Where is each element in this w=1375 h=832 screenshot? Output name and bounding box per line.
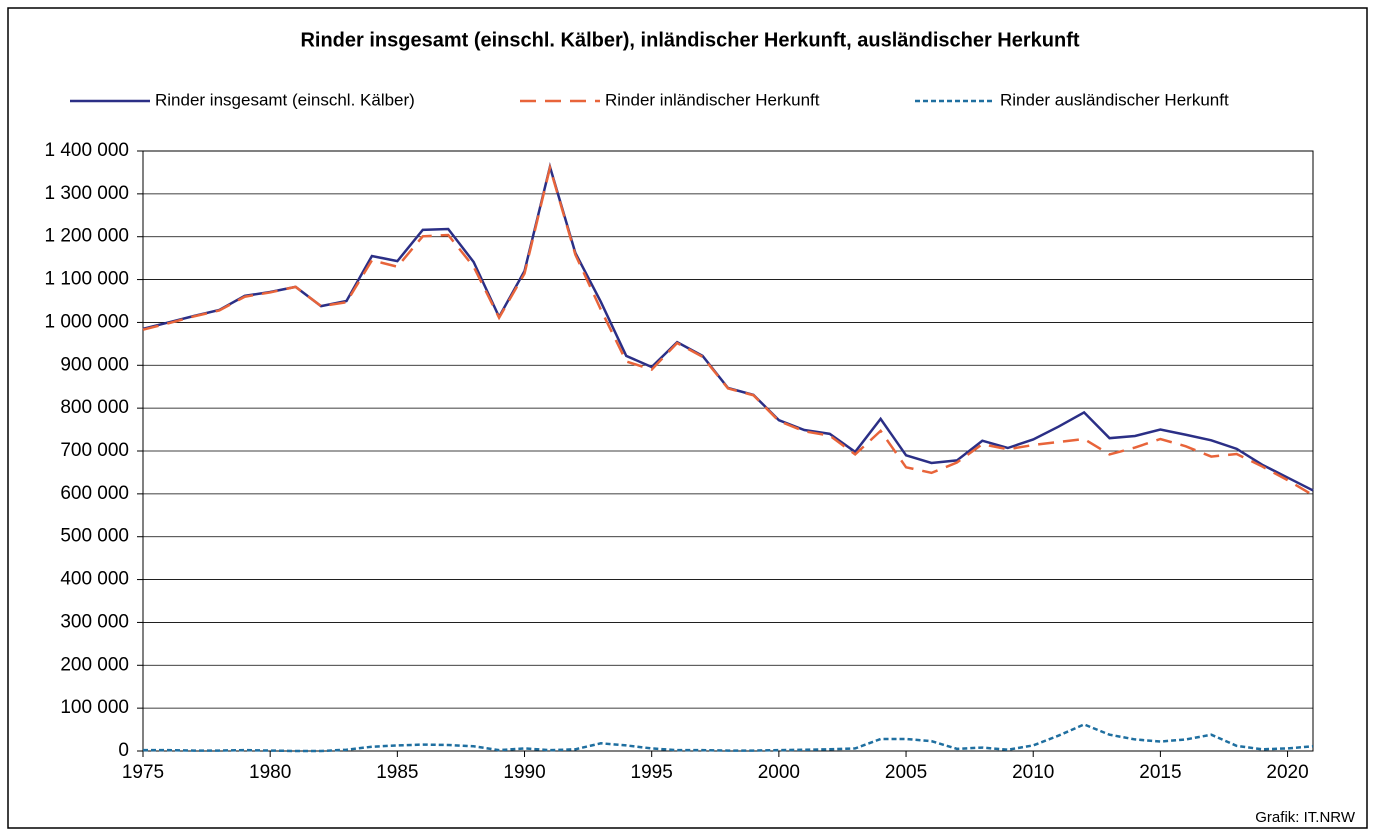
y-tick-label: 1 400 000 xyxy=(44,140,129,161)
x-tick-label: 2020 xyxy=(1266,762,1308,783)
x-tick-label: 1995 xyxy=(631,762,673,783)
series-line xyxy=(142,162,1314,497)
x-tick-label: 2015 xyxy=(1139,762,1181,783)
y-tick-label: 500 000 xyxy=(60,526,129,547)
source: Grafik: IT.NRW xyxy=(1255,809,1356,826)
x-tick-label: 2010 xyxy=(1012,762,1054,783)
x-tick-label: 1985 xyxy=(376,762,418,783)
legend-label: Rinder inländischer Herkunft xyxy=(605,90,820,109)
x-tick-label: 1975 xyxy=(122,762,164,783)
x-tick-label: 2005 xyxy=(885,762,927,783)
x-tick-label: 1990 xyxy=(503,762,545,783)
legend-label: Rinder ausländischer Herkunft xyxy=(1000,90,1229,109)
y-tick-label: 200 000 xyxy=(60,654,129,675)
y-tick-label: 900 000 xyxy=(60,354,129,375)
y-tick-label: 100 000 xyxy=(60,697,129,718)
y-tick-label: 1 100 000 xyxy=(44,269,129,290)
y-tick-label: 1 300 000 xyxy=(44,183,129,204)
chart-title: Rinder insgesamt (einschl. Kälber), inlä… xyxy=(300,29,1079,51)
legend-label: Rinder insgesamt (einschl. Kälber) xyxy=(155,90,415,109)
x-tick-label: 1980 xyxy=(249,762,291,783)
y-tick-label: 1 200 000 xyxy=(44,226,129,247)
y-tick-label: 800 000 xyxy=(60,397,129,418)
series-line xyxy=(143,723,1314,753)
y-tick-label: 400 000 xyxy=(60,569,129,590)
y-tick-label: 300 000 xyxy=(60,611,129,632)
y-tick-label: 600 000 xyxy=(60,483,129,504)
x-tick-label: 2000 xyxy=(758,762,800,783)
y-tick-label: 1 000 000 xyxy=(44,311,129,332)
y-tick-label: 700 000 xyxy=(60,440,129,461)
y-tick-label: 0 xyxy=(118,740,129,761)
